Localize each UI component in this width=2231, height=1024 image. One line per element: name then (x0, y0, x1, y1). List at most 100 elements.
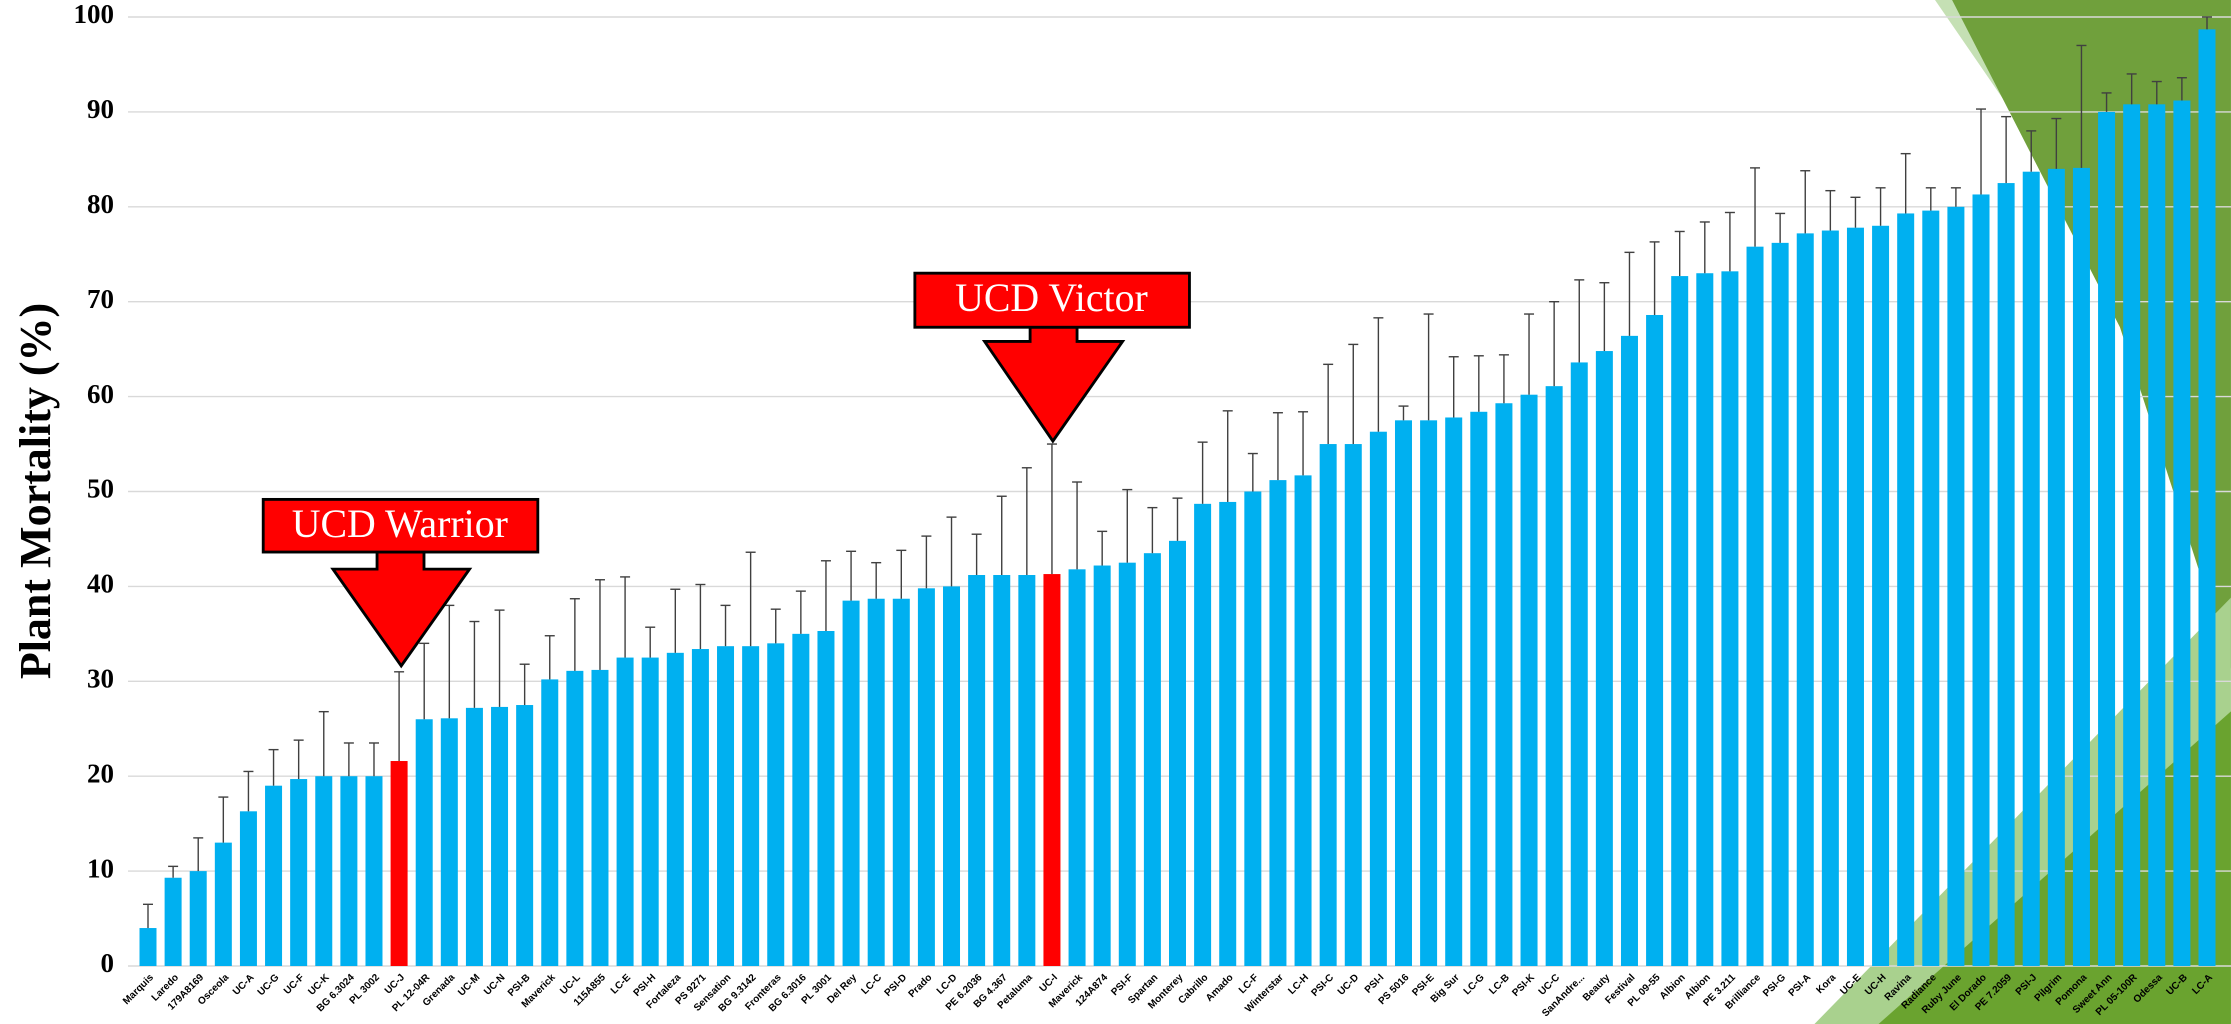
y-tick-label: 90 (87, 94, 114, 124)
annotation: UCD Warrior (292, 502, 508, 546)
error-bar (871, 563, 881, 599)
error-bar (695, 585, 705, 650)
bar (1922, 211, 1939, 966)
bar (1420, 420, 1437, 966)
bar (1721, 271, 1738, 966)
x-tick-label: LC-B (1487, 972, 1512, 997)
error-bar (344, 743, 354, 776)
error-bar (620, 577, 630, 658)
bar (215, 843, 232, 966)
bar (1043, 574, 1060, 966)
y-tick-label: 20 (87, 758, 114, 788)
bar (1094, 566, 1111, 966)
error-bar (1850, 197, 1860, 227)
bar (1621, 336, 1638, 966)
error-bar (846, 551, 856, 600)
x-tick-label: Prado (907, 972, 935, 1000)
x-tick-label: Big Sur (1429, 972, 1462, 1005)
error-bar (1348, 344, 1358, 444)
bar (340, 776, 357, 966)
error-bar (495, 610, 505, 707)
bar (617, 658, 634, 966)
error-bar (721, 605, 731, 646)
x-tick-label: UC-M (456, 972, 482, 998)
chart: 0102030405060708090100MarquisLaredo179A8… (0, 0, 2231, 1024)
bar (140, 928, 157, 966)
bar (2073, 168, 2090, 966)
bar (692, 649, 709, 966)
bar (1295, 475, 1312, 966)
bar (516, 705, 533, 966)
error-bar (821, 561, 831, 631)
error-bar (1047, 444, 1057, 574)
error-bar (1147, 508, 1157, 554)
bar (541, 679, 558, 966)
y-tick-label: 0 (101, 948, 115, 978)
bar (792, 634, 809, 966)
y-tick-label: 100 (74, 0, 115, 29)
error-bar (796, 591, 806, 634)
error-bar (947, 517, 957, 586)
bar (2023, 172, 2040, 966)
error-bar (1800, 171, 1810, 234)
error-bar (369, 743, 379, 776)
annotation-victor: UCD Victor (915, 273, 1190, 441)
error-bar (921, 536, 931, 588)
x-tick-label: LC-G (1462, 972, 1487, 997)
bar (591, 670, 608, 966)
error-bar (143, 904, 153, 928)
bar (1470, 412, 1487, 966)
bar (190, 871, 207, 966)
bar (767, 643, 784, 966)
error-bar (1173, 498, 1183, 541)
error-bar (444, 605, 454, 718)
y-tick-label: 40 (87, 569, 114, 599)
error-bar (896, 550, 906, 598)
bar (1772, 243, 1789, 966)
error-bar (1725, 212, 1735, 271)
error-bar (670, 589, 680, 653)
error-bar (1248, 454, 1258, 492)
x-tick-label: PSI-D (883, 972, 910, 999)
error-bar (570, 599, 580, 671)
bar (2199, 29, 2216, 966)
bar (1169, 541, 1186, 966)
bar (893, 599, 910, 966)
error-bar (1574, 280, 1584, 363)
bar (868, 599, 885, 966)
bar (1696, 273, 1713, 966)
error-bar (294, 740, 304, 779)
x-tick-label: UC-G (256, 972, 282, 998)
error-bar (1198, 442, 1208, 504)
error-bar (1474, 356, 1484, 412)
bar (1747, 247, 1764, 966)
bar (742, 646, 759, 966)
bar (667, 653, 684, 966)
bar (1546, 386, 1563, 966)
x-tick-label: UC-D (1336, 972, 1361, 997)
error-bar (1122, 490, 1132, 563)
x-tick-label: LC-H (1286, 972, 1311, 997)
bar (642, 658, 659, 966)
x-tick-label: Amado (1204, 972, 1236, 1004)
bar (2048, 169, 2065, 966)
bar (993, 575, 1010, 966)
error-bar (469, 622, 479, 708)
error-bar (746, 552, 756, 646)
error-bar (1976, 109, 1986, 194)
error-bar (1449, 357, 1459, 418)
error-bar (645, 627, 655, 657)
error-bar (1675, 231, 1685, 276)
bar (1998, 183, 2015, 966)
bar (265, 786, 282, 966)
x-tick-label: PSI-K (1510, 972, 1537, 999)
x-tick-label: UC-N (482, 972, 507, 997)
bar (1194, 504, 1211, 966)
bar (968, 575, 985, 966)
bar (1269, 480, 1286, 966)
bar (2123, 104, 2140, 966)
x-tick-label: UC-I (1038, 972, 1060, 994)
error-bar (168, 866, 178, 877)
x-tick-label: LC-C (860, 972, 885, 997)
y-tick-label: 30 (87, 664, 114, 694)
